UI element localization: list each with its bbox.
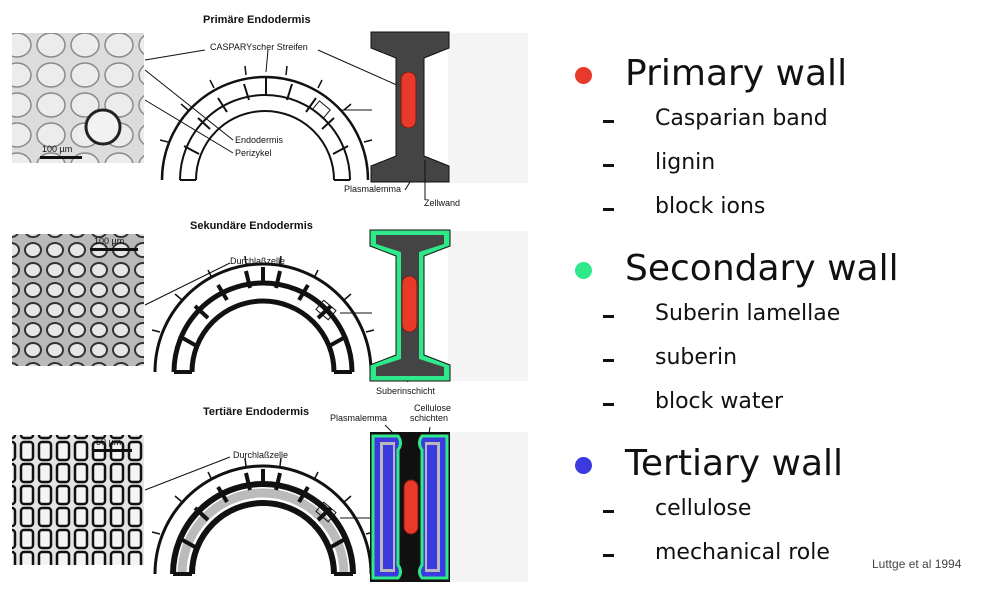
wall-legend: Primary wall Casparian band lignin block… [575, 50, 975, 591]
tertiary-micrograph: 50 µm [12, 435, 144, 565]
legend-item: Suberin lamellae [575, 293, 975, 337]
legend-item: lignin [575, 142, 975, 186]
primary-wall-detail [370, 31, 528, 200]
label-plasmalemma-tertiary: Plasmalemma [330, 413, 387, 423]
dash-icon [603, 164, 614, 167]
dash-icon [603, 120, 614, 123]
legend-item: cellulose [575, 488, 975, 532]
legend-group-secondary: Secondary wall Suberin lamellae suberin … [575, 245, 975, 425]
primary-micrograph: 100 µm [12, 33, 144, 163]
dash-icon [603, 554, 614, 557]
primary-scale-label: 100 µm [42, 144, 72, 154]
citation-credit: Luttge et al 1994 [872, 557, 962, 571]
tertiary-scale-label: 50 µm [96, 437, 121, 447]
dash-icon [603, 315, 614, 318]
label-cellulose-layers-1: Cellulose [414, 403, 451, 413]
tertiary-title: Tertiäre Endodermis [203, 406, 309, 418]
legend-heading-primary: Primary wall [575, 50, 975, 98]
primary-leaders [144, 49, 400, 154]
label-suberin-layer: Suberinschicht [376, 386, 436, 396]
primary-title: Primäre Endodermis [203, 14, 311, 26]
dash-icon [603, 403, 614, 406]
red-dot-icon [575, 67, 592, 84]
legend-item: suberin [575, 337, 975, 381]
legend-group-primary: Primary wall Casparian band lignin block… [575, 50, 975, 230]
label-cell-wall: Zellwand [424, 198, 460, 208]
secondary-scale-label: 100 µm [94, 236, 124, 246]
legend-item: block ions [575, 186, 975, 230]
label-caspary-band: CASPARYscher Streifen [210, 42, 308, 52]
label-passage-cell-secondary: Durchlaßzelle [230, 256, 285, 266]
blue-dot-icon [575, 457, 592, 474]
tertiary-wall-detail [370, 432, 528, 582]
dash-icon [603, 359, 614, 362]
tertiary-arc-diagram [151, 457, 375, 576]
dash-icon [603, 510, 614, 513]
legend-item: block water [575, 381, 975, 425]
secondary-wall-detail [369, 229, 528, 382]
secondary-arc-diagram [151, 255, 375, 374]
legend-item: Casparian band [575, 98, 975, 142]
label-passage-cell-tertiary: Durchlaßzelle [233, 450, 288, 460]
label-pericycle: Perizykel [235, 148, 272, 158]
label-cellulose-layers-2: schichten [410, 413, 448, 423]
dash-icon [603, 208, 614, 211]
legend-heading-tertiary: Tertiary wall [575, 440, 975, 488]
secondary-title: Sekundäre Endodermis [190, 220, 313, 232]
green-dot-icon [575, 262, 592, 279]
legend-item: mechanical role [575, 532, 975, 576]
legend-heading-secondary: Secondary wall [575, 245, 975, 293]
label-endodermis: Endodermis [235, 135, 284, 145]
primary-arc-diagram [159, 65, 373, 181]
label-plasmalemma-primary: Plasmalemma [344, 184, 401, 194]
legend-group-tertiary: Tertiary wall cellulose mechanical role [575, 440, 975, 576]
secondary-micrograph: 100 µm [12, 234, 144, 366]
